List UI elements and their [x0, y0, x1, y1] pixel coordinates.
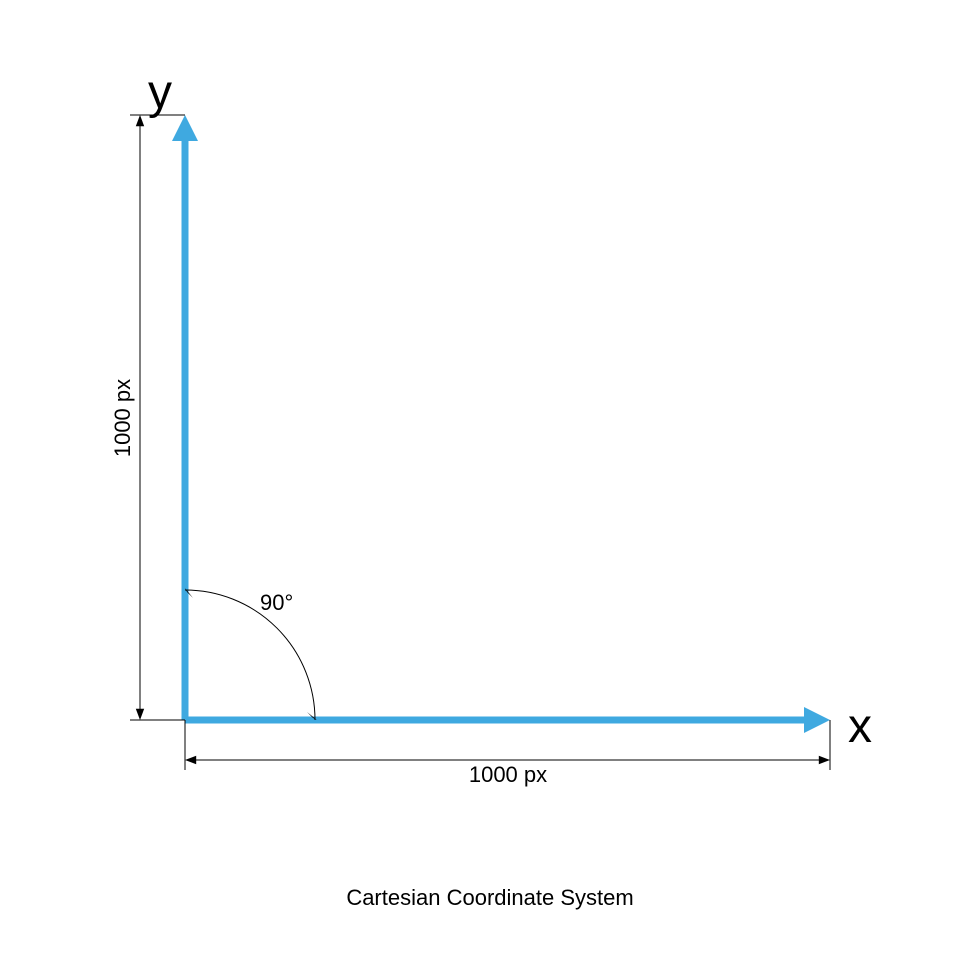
x-dim-label: 1000 px — [469, 762, 547, 787]
x-dim-arrowhead-left-icon — [185, 756, 196, 764]
x-axis — [185, 707, 830, 733]
y-dim-arrowhead-top-icon — [136, 115, 144, 126]
x-axis-arrowhead-icon — [804, 707, 830, 733]
angle-indicator: 90° — [185, 588, 317, 720]
x-dim-arrowhead-right-icon — [819, 756, 830, 764]
y-dim-label: 1000 px — [110, 379, 135, 457]
cartesian-diagram: 90° 1000 px 1000 px y x Cartesian Coordi… — [0, 0, 980, 980]
y-dimension: 1000 px — [110, 115, 185, 720]
x-axis-label: x — [848, 700, 872, 753]
y-dim-arrowhead-bottom-icon — [136, 709, 144, 720]
angle-label: 90° — [260, 590, 293, 615]
y-axis-arrowhead-icon — [172, 115, 198, 141]
diagram-caption: Cartesian Coordinate System — [346, 885, 633, 910]
y-axis — [172, 115, 198, 720]
x-dimension: 1000 px — [185, 720, 830, 787]
angle-arc — [185, 590, 315, 720]
y-axis-label: y — [148, 66, 172, 119]
